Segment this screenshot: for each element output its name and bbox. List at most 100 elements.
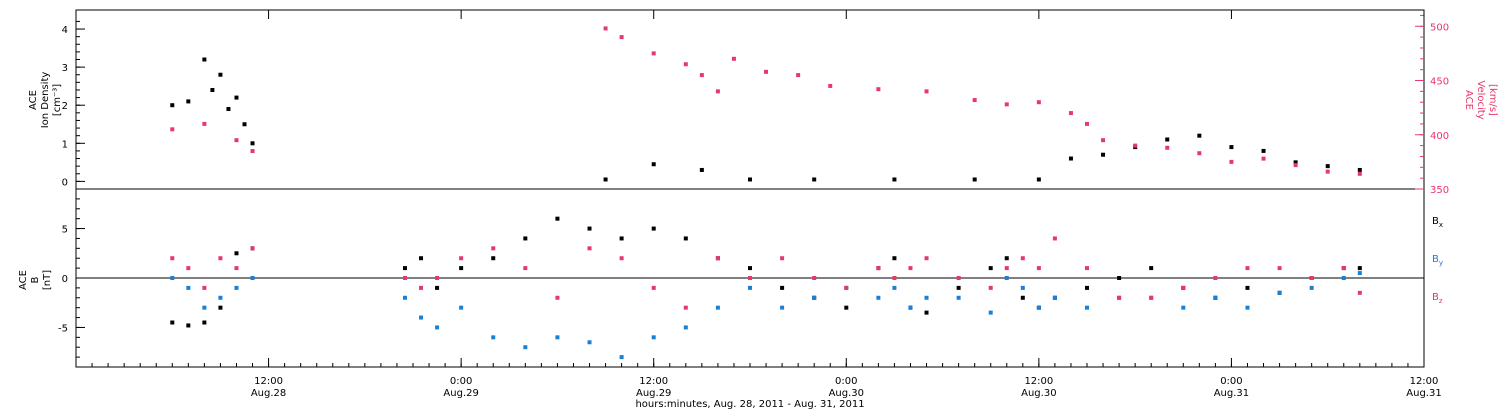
by-point	[1052, 295, 1057, 300]
legend-by: By	[1432, 254, 1443, 267]
bx-point	[651, 226, 656, 231]
bz-point	[619, 256, 624, 261]
x-tick-time: 12:00	[1410, 376, 1439, 387]
density-tick-label: 3	[62, 63, 68, 74]
bx-point	[218, 305, 223, 310]
velocity-point	[731, 56, 736, 61]
velocity-axis-label-2: Velocity	[1475, 80, 1486, 119]
x-tick-date: Aug.31	[1406, 388, 1441, 399]
bx-point	[1245, 285, 1250, 290]
density-point	[210, 87, 215, 92]
x-tick-time: 12:00	[254, 376, 283, 387]
bz-point	[1309, 276, 1314, 280]
x-tick-date: Aug.31	[1214, 388, 1249, 399]
by-point	[683, 325, 688, 330]
bz-point	[1052, 236, 1057, 241]
by-point	[1036, 305, 1041, 310]
density-point	[972, 177, 977, 182]
bz-point	[1245, 266, 1250, 271]
by-point	[186, 285, 191, 290]
bx-point	[491, 256, 496, 261]
bz-point	[1020, 256, 1025, 261]
bz-point	[170, 256, 175, 261]
velocity-point	[234, 138, 239, 143]
bz-point	[651, 285, 656, 290]
velocity-point	[1085, 121, 1089, 126]
bz-point	[956, 276, 961, 280]
by-point	[435, 325, 440, 330]
velocity-point	[1004, 102, 1009, 107]
bz-point	[419, 285, 424, 290]
bz-point	[876, 266, 881, 271]
by-point	[988, 310, 993, 315]
bz-point	[1181, 285, 1186, 290]
bx-point	[988, 266, 993, 271]
velocity-point	[1068, 111, 1073, 116]
bz-point	[1085, 266, 1089, 271]
x-tick-time: 0:00	[1220, 376, 1242, 387]
x-tick-date: Aug.29	[636, 388, 671, 399]
density-point	[170, 103, 175, 108]
by-point	[419, 315, 424, 320]
density-point	[1293, 160, 1298, 165]
density-point	[1261, 148, 1266, 153]
bz-point	[555, 295, 560, 300]
legend-bz: Bz	[1432, 292, 1443, 305]
by-point	[1357, 271, 1362, 276]
b-axis-label-1: ACE	[18, 270, 29, 290]
density-tick-label: 4	[62, 25, 68, 36]
bz-point	[1213, 276, 1218, 280]
b-tick-label: 0	[62, 274, 68, 285]
bz-point	[1357, 290, 1362, 295]
density-point	[234, 95, 239, 100]
velocity-axis-label-3: [km/s]	[1487, 84, 1498, 116]
by-point	[908, 305, 913, 310]
velocity-tick-label: 500	[1430, 22, 1449, 33]
bz-point	[587, 246, 592, 251]
by-point	[780, 305, 785, 310]
velocity-point	[202, 121, 207, 126]
velocity-point	[170, 127, 175, 132]
velocity-point	[683, 62, 688, 67]
bx-point	[435, 285, 440, 290]
velocity-point	[1101, 138, 1106, 143]
density-point	[202, 57, 207, 62]
density-point	[1165, 137, 1170, 142]
velocity-point	[1261, 156, 1266, 161]
velocity-point	[972, 98, 977, 103]
velocity-axis-label-1: ACE	[1463, 90, 1474, 110]
by-point	[876, 295, 881, 300]
by-point	[651, 335, 656, 340]
density-point	[186, 99, 191, 104]
bx-point	[523, 236, 528, 241]
density-point	[1068, 156, 1073, 161]
by-point	[1341, 276, 1346, 280]
bx-point	[1357, 266, 1362, 271]
by-point	[170, 276, 175, 280]
velocity-point	[1036, 100, 1041, 105]
legend-by-label: By	[1432, 254, 1443, 267]
density-point	[812, 177, 817, 182]
velocity-point	[1293, 163, 1298, 168]
x-tick-time: 0:00	[835, 376, 857, 387]
velocity-point	[715, 89, 720, 94]
bz-point	[892, 276, 897, 280]
chart-marks: 01234350400450500-50512:00Aug.280:00Aug.…	[58, 10, 1449, 399]
velocity-tick-label: 450	[1430, 77, 1449, 88]
by-point	[250, 276, 255, 280]
by-point	[1020, 285, 1025, 290]
bz-point	[1117, 295, 1122, 300]
bx-point	[1004, 256, 1009, 261]
by-point	[218, 295, 223, 300]
by-point	[924, 295, 929, 300]
bx-point	[587, 226, 592, 231]
velocity-point	[1325, 169, 1330, 174]
bz-point	[812, 276, 817, 280]
top-panel-frame	[75, 9, 1425, 190]
bz-point	[1149, 295, 1154, 300]
density-axis-label-2: Ion Density	[40, 72, 51, 129]
velocity-point	[1133, 143, 1138, 148]
legend-bx: Bx	[1432, 216, 1443, 229]
b-tick-label: 5	[62, 225, 68, 236]
velocity-tick-label: 350	[1430, 185, 1449, 196]
